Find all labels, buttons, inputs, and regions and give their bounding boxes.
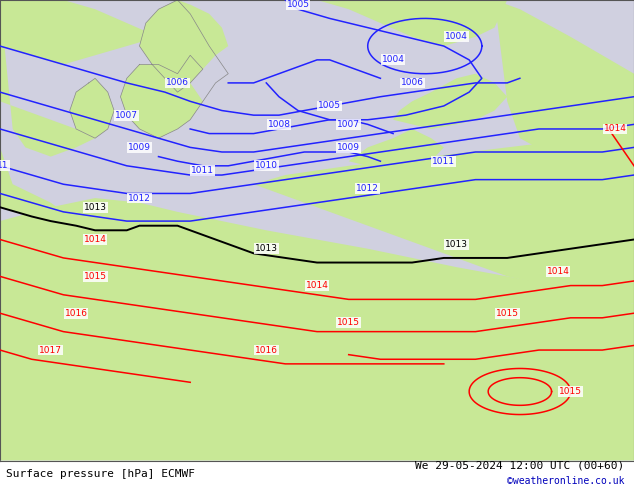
Text: 1015: 1015: [337, 318, 360, 327]
Text: 1009: 1009: [337, 143, 360, 152]
Polygon shape: [0, 0, 158, 65]
Text: 1008: 1008: [268, 120, 290, 129]
Text: 1013: 1013: [84, 203, 107, 212]
Polygon shape: [0, 0, 95, 157]
Text: 1016: 1016: [65, 309, 87, 318]
Text: 1006: 1006: [401, 78, 424, 87]
Text: 1013: 1013: [445, 240, 468, 248]
Polygon shape: [139, 0, 228, 92]
Text: 11: 11: [0, 161, 9, 171]
Polygon shape: [393, 74, 507, 129]
Text: Surface pressure [hPa] ECMWF: Surface pressure [hPa] ECMWF: [6, 469, 195, 479]
Text: ©weatheronline.co.uk: ©weatheronline.co.uk: [507, 476, 624, 486]
Text: 1011: 1011: [191, 166, 214, 175]
Text: 1015: 1015: [496, 309, 519, 318]
Text: 1005: 1005: [287, 0, 309, 9]
Text: 1017: 1017: [39, 345, 62, 355]
Polygon shape: [254, 129, 634, 304]
Polygon shape: [70, 78, 114, 138]
Text: 1012: 1012: [128, 194, 151, 202]
Text: 1004: 1004: [445, 32, 468, 41]
Text: 1013: 1013: [255, 244, 278, 253]
Text: 1004: 1004: [382, 55, 404, 64]
Text: 1009: 1009: [128, 143, 151, 152]
Text: We 29-05-2024 12:00 UTC (00+60): We 29-05-2024 12:00 UTC (00+60): [415, 461, 624, 470]
Text: 1014: 1014: [547, 267, 569, 276]
Polygon shape: [0, 198, 634, 461]
Text: 1007: 1007: [115, 111, 138, 120]
Text: 1014: 1014: [84, 235, 107, 244]
Text: 1012: 1012: [356, 184, 379, 194]
Text: 1014: 1014: [604, 124, 626, 133]
Text: 1011: 1011: [432, 157, 455, 166]
Polygon shape: [120, 65, 203, 138]
Polygon shape: [349, 129, 444, 171]
Text: 1007: 1007: [337, 120, 360, 129]
Text: 1016: 1016: [255, 345, 278, 355]
Text: 1015: 1015: [84, 272, 107, 281]
Polygon shape: [0, 147, 63, 221]
Bar: [0, 461, 634, 470]
Text: 1010: 1010: [255, 161, 278, 171]
Text: 1006: 1006: [166, 78, 189, 87]
Text: 1015: 1015: [559, 387, 582, 396]
Polygon shape: [317, 0, 507, 46]
Text: 1014: 1014: [306, 281, 328, 290]
Text: 1005: 1005: [318, 101, 341, 110]
Polygon shape: [495, 0, 634, 161]
